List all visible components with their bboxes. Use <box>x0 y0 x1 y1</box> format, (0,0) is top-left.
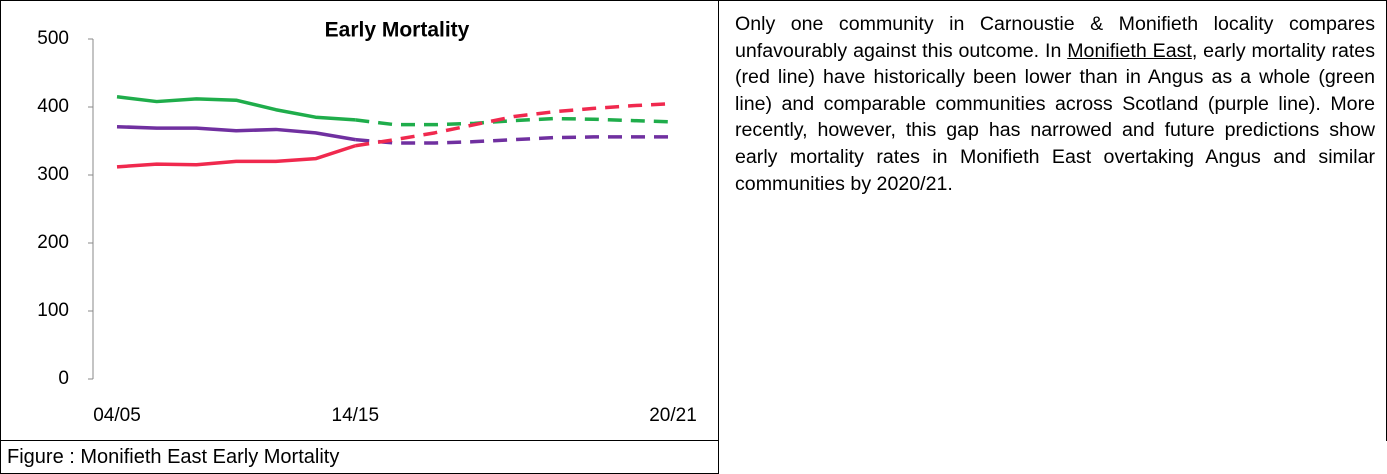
y-tick-label: 200 <box>37 232 69 253</box>
line <box>355 101 674 148</box>
y-tick-label: 500 <box>37 28 69 49</box>
chart: Early Mortality 0 100 200 300 400 500 04/05 14/… <box>37 19 697 426</box>
y-tick-label: 400 <box>37 96 69 117</box>
line <box>116 124 356 142</box>
caption: Figure : Monifieth East Early Mortality <box>0 440 719 474</box>
paragraph: Only one community in Carnoustie & Monif… <box>735 11 1375 197</box>
place-name: Monifieth East <box>1067 39 1192 62</box>
chart-cell: Early Mortality 0 100 200 300 400 500 04/05 14/… <box>0 0 719 441</box>
line <box>116 95 356 122</box>
text-cell: Only one community in Carnoustie & Monif… <box>718 0 1387 441</box>
text: , early mortality rates (red line) have … <box>735 39 1376 195</box>
line <box>355 135 673 145</box>
x-tick-label: 04/05 <box>93 405 141 426</box>
line <box>116 144 356 169</box>
x-tick-label: 14/15 <box>332 405 380 426</box>
text: Only one community in Carnoustie & Monif… <box>735 13 1375 62</box>
y-tick-label: 0 <box>58 368 69 389</box>
y-tick-label: 300 <box>37 164 69 185</box>
y-tick-label: 100 <box>37 300 69 321</box>
chart-title: Early Mortality <box>325 19 470 42</box>
x-tick-label: 20/21 <box>649 405 697 426</box>
line <box>355 116 674 127</box>
